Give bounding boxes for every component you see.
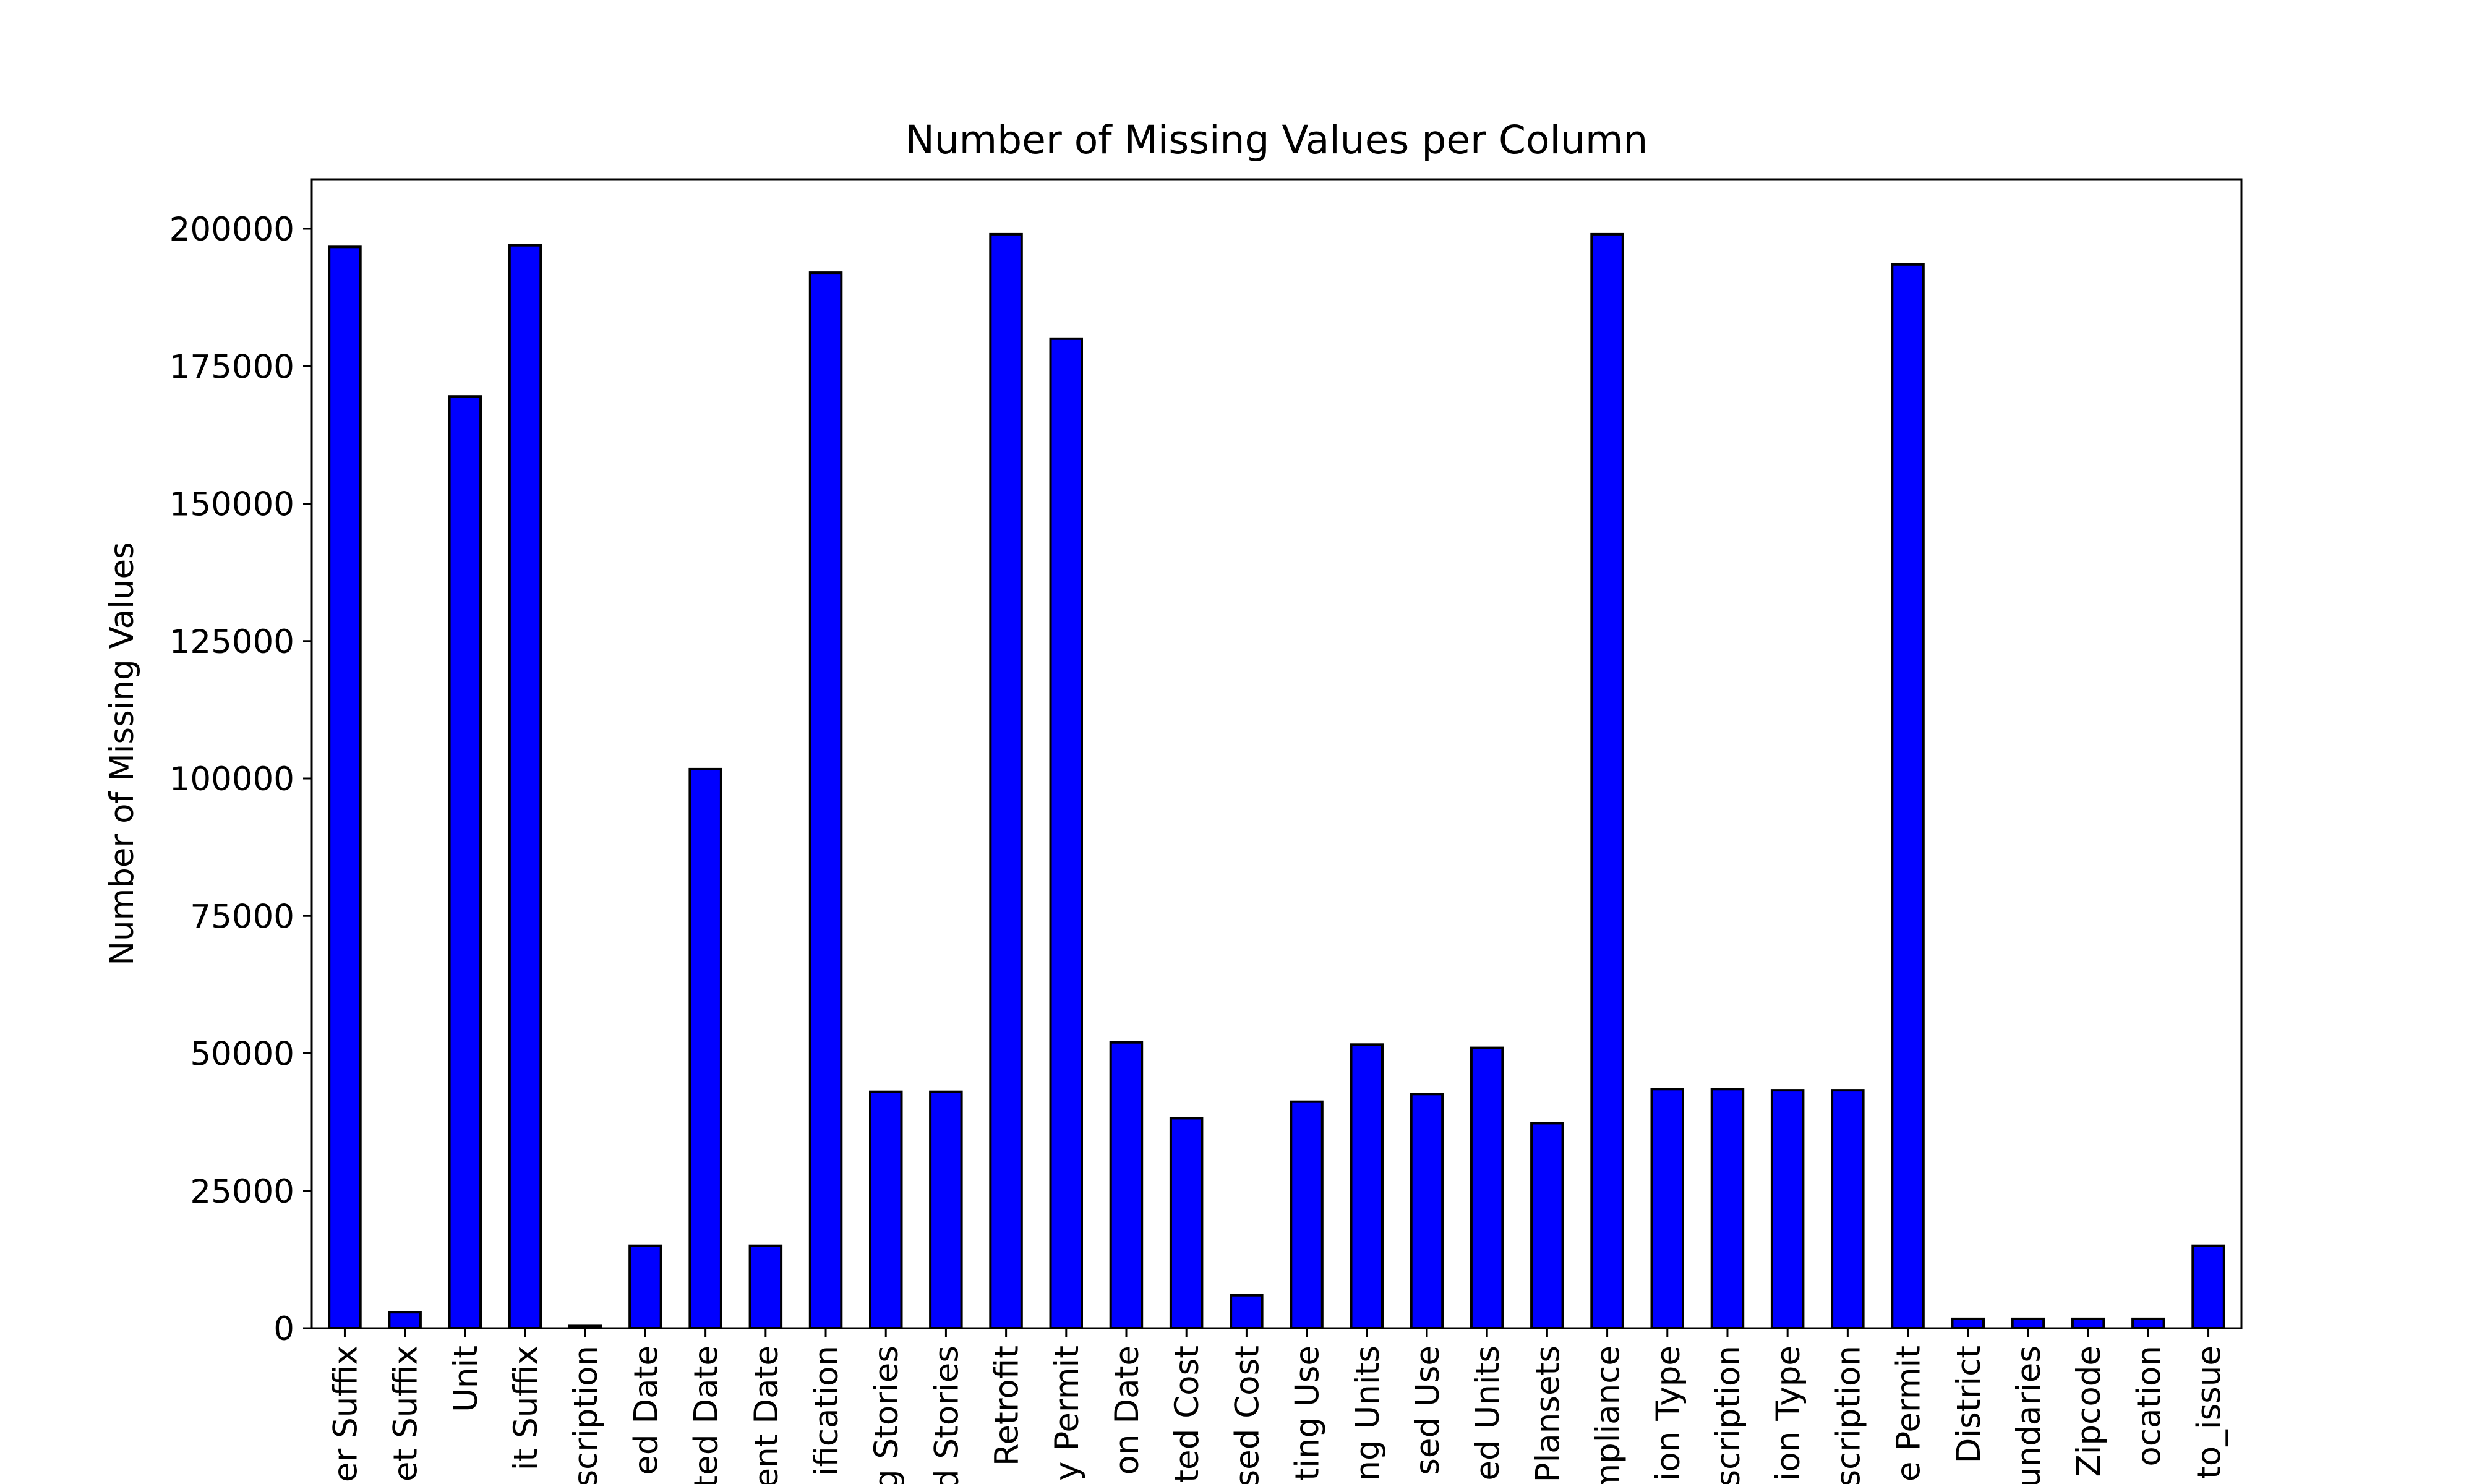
x-tick-label: sed Cost [1228, 1345, 1266, 1484]
bar [508, 244, 542, 1330]
x-tick-label: ted Date [688, 1345, 726, 1484]
plot-frame [310, 178, 2243, 1329]
bar [1590, 232, 1624, 1329]
x-tick-label: it Suffix [507, 1345, 545, 1470]
x-tick-label: undaries [2010, 1345, 2048, 1484]
bar [1230, 1294, 1264, 1329]
x-tick-label: ted Cost [1168, 1345, 1206, 1483]
bar [1169, 1117, 1204, 1330]
x-tick-label: scription [1830, 1345, 1867, 1484]
y-tick-label: 200000 [169, 211, 294, 249]
bar [1470, 1046, 1504, 1329]
y-axis: 0 25000 50000 75000 100000 125000 150000 175000… [169, 211, 312, 1348]
bar [1350, 1043, 1384, 1330]
x-tick-label: ng Units [1349, 1345, 1387, 1482]
bar [1109, 1041, 1144, 1329]
x-tick-label: ent Date [748, 1345, 785, 1484]
x-tick-label: to_issue [2191, 1345, 2228, 1479]
bar [1831, 1089, 1865, 1329]
x-tick-label: Unit [447, 1345, 485, 1412]
y-axis-label: Number of Missing Values [103, 542, 141, 965]
y-tick-label: 0 [273, 1310, 294, 1348]
x-tick-label: Retrofit [988, 1345, 1026, 1466]
x-tick-label: y Permit [1048, 1345, 1086, 1481]
chart-title: Number of Missing Values per Column [905, 117, 1648, 163]
x-tick-label: et Suffix [387, 1345, 425, 1482]
y-tick-label: 175000 [169, 348, 294, 386]
bar [1770, 1089, 1805, 1329]
bar [2131, 1317, 2165, 1329]
bar [328, 245, 362, 1329]
x-tick-label: mpliance [1590, 1345, 1627, 1484]
bar [1650, 1088, 1684, 1330]
plot-area [328, 232, 2225, 1330]
x-tick-label: ed Date [627, 1345, 665, 1475]
bar [1049, 337, 1083, 1329]
bar [1290, 1100, 1324, 1329]
x-tick-label: g Stories [868, 1345, 905, 1484]
bar [628, 1244, 662, 1329]
bar [748, 1244, 783, 1329]
x-tick-label: Plansets [1529, 1345, 1567, 1482]
bar [448, 395, 482, 1330]
y-tick-label: 25000 [190, 1173, 294, 1211]
y-tick-label: 150000 [169, 486, 294, 524]
x-tick-label: sed Use [1409, 1345, 1447, 1475]
bar [2071, 1317, 2105, 1329]
x-tick-label: scription [567, 1345, 605, 1484]
x-tick-label: er Suffix [327, 1345, 365, 1482]
x-tick-label: ion Type [1770, 1345, 1807, 1481]
bar [1530, 1122, 1564, 1330]
bar [688, 767, 722, 1329]
y-tick-label: 50000 [190, 1036, 294, 1073]
bar [1410, 1093, 1444, 1330]
bar [2191, 1244, 2225, 1329]
x-tick-label: ion Type [1650, 1345, 1687, 1481]
x-tick-label: District [1950, 1345, 1988, 1463]
bar [2011, 1317, 2045, 1329]
x-tick-label: scription [1710, 1345, 1747, 1484]
x-tick-label: ification [808, 1345, 845, 1476]
x-tick-label: ed Units [1469, 1345, 1507, 1481]
bar [989, 232, 1023, 1329]
y-tick-label: 100000 [169, 761, 294, 798]
bar [1891, 263, 1925, 1329]
bar [869, 1090, 903, 1329]
y-tick-label: 75000 [190, 898, 294, 936]
x-tick-label: e Permit [1890, 1345, 1928, 1482]
bar [388, 1311, 422, 1329]
x-axis: er Suffix et Suffix Unit it Suffix scription… [327, 1328, 2228, 1484]
bar [929, 1090, 963, 1329]
x-tick-label: ocation [2130, 1345, 2168, 1467]
bar [1710, 1088, 1745, 1330]
bar [808, 271, 843, 1330]
y-tick-label: 125000 [169, 623, 294, 661]
bar [1951, 1317, 1985, 1329]
x-tick-label: d Stories [928, 1345, 965, 1484]
x-tick-label: ting Use [1289, 1345, 1327, 1481]
x-tick-label: on Date [1108, 1345, 1146, 1475]
x-tick-label: Zipcode [2070, 1345, 2108, 1477]
